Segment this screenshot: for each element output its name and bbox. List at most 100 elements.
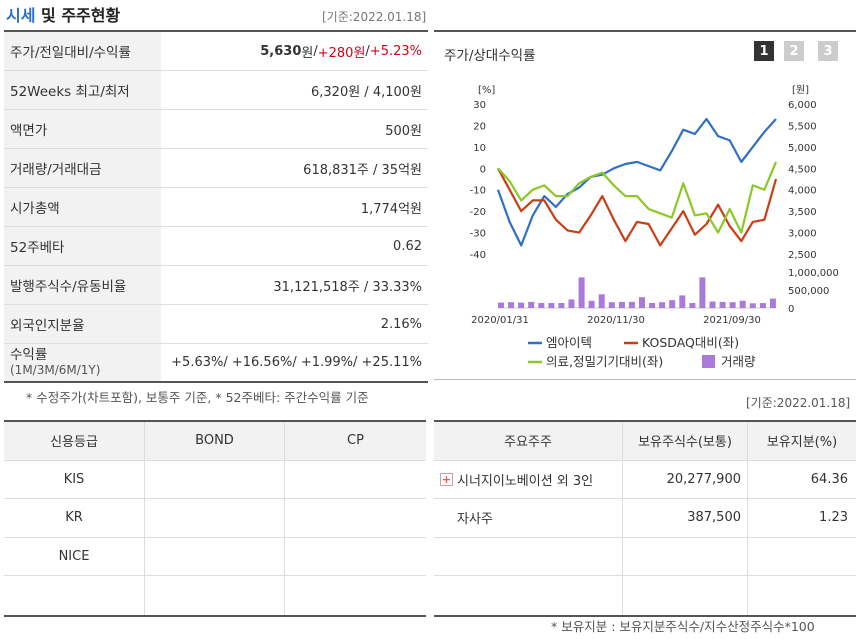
- chart-page-1-button[interactable]: 1: [754, 41, 774, 61]
- volume-bar: [508, 302, 515, 308]
- volume-bar: [729, 302, 736, 308]
- volume-bar: [558, 303, 565, 308]
- left-tick-label: 20: [473, 121, 486, 132]
- price-chart: [%] [원] 30 20 10 0 -10 -20 -30 -40 6,000 5,500 5,…: [470, 84, 839, 369]
- left-axis-unit: [%]: [478, 85, 495, 96]
- empty-cell: [434, 576, 623, 615]
- row-label: 외국인지분율: [4, 305, 161, 343]
- price-change-percent: +5.23%: [369, 43, 422, 59]
- volume-bar: [699, 277, 706, 308]
- right-axis-unit: [원]: [792, 84, 809, 96]
- reference-date: [기준:2022.01.18]: [322, 10, 427, 24]
- table-row: 외국인지분율 2.16%: [4, 305, 428, 344]
- credit-rating-table: 신용등급 BOND CP KIS KR NICE: [4, 420, 426, 617]
- shareholders-table: 주요주주 보유주식수(보통) 보유지분(%) + 시너지이노베이션 외 3인 20…: [434, 420, 856, 617]
- right-tick-label: 3,000: [788, 229, 817, 240]
- row-label: 거래량/거래대금: [4, 149, 161, 187]
- right-tick-label: 4,500: [788, 164, 817, 175]
- shareholder-name-cell: + 시너지이노베이션 외 3인: [434, 460, 623, 499]
- volume-bar: [639, 297, 645, 308]
- legend-swatch-volume: [702, 355, 715, 368]
- table-row: 거래량/거래대금 618,831주 / 35억원: [4, 149, 428, 188]
- table-row: [434, 576, 856, 615]
- column-header: 주요주주: [434, 422, 623, 460]
- empty-cell: [748, 576, 856, 615]
- table-row: 주가/전일대비/수익률 5,630 원 / +280원 / +5.23%: [4, 32, 428, 71]
- shareholder-reference-date: [기준:2022.01.18]: [746, 396, 851, 410]
- volume-bar: [649, 303, 656, 308]
- cp-cell: [285, 538, 426, 576]
- column-header: BOND: [145, 422, 285, 460]
- volume-bar: [628, 301, 635, 308]
- volume-bar: [548, 303, 555, 308]
- column-header: CP: [347, 433, 364, 449]
- x-tick-label: 2020/11/30: [587, 315, 645, 326]
- volume-bar: [618, 301, 625, 308]
- stake-cell: 64.36: [810, 471, 848, 487]
- bond-cell: [145, 576, 285, 615]
- right-tick-label: 5,000: [788, 143, 817, 154]
- chart-page-2-button[interactable]: 2: [784, 41, 804, 61]
- left-tick-label: 30: [473, 100, 486, 111]
- shareholder-note: * 보유지분 : 보유지분주식수/지수산정주식수*100: [551, 619, 815, 634]
- table-row: 자사주 387,500 1.23: [434, 499, 856, 538]
- right-tick-label: 3,500: [788, 207, 817, 218]
- shareholder-name-cell: 자사주: [434, 499, 623, 537]
- stake-cell: 1.23: [819, 510, 848, 526]
- volume-bar: [709, 301, 716, 308]
- agency-name: [4, 576, 145, 615]
- table-row: KR: [4, 499, 426, 538]
- price-unit: 원: [301, 45, 314, 61]
- empty-cell: [623, 576, 748, 615]
- legend-label-sector: 의료,정밀기기대비(좌): [546, 354, 663, 369]
- table-row: NICE: [4, 537, 426, 577]
- left-tick-label: -40: [470, 250, 486, 261]
- series-line-0: [496, 117, 777, 247]
- left-tick-label: 0: [480, 164, 486, 175]
- row-label: 52주베타: [4, 227, 161, 265]
- shareholder-name: 자사주: [457, 512, 493, 528]
- table-row: [4, 576, 426, 615]
- left-tick-label: -30: [470, 229, 486, 240]
- empty-cell: [748, 538, 856, 576]
- column-header: 신용등급: [4, 422, 145, 460]
- bond-cell: [145, 537, 285, 576]
- series-line-2: [497, 161, 778, 234]
- returns-sublabel: (1M/3M/6M/1Y): [10, 362, 101, 377]
- table-header-row: 신용등급 BOND CP: [4, 422, 426, 461]
- volume-bar: [528, 301, 535, 308]
- volume-bar: [739, 300, 746, 308]
- expand-plus-icon[interactable]: +: [440, 472, 453, 486]
- price-summary-table: 주가/전일대비/수익률 5,630 원 / +280원 / +5.23% 52We…: [4, 30, 428, 383]
- table-row: 발행주식수/유동비율 31,121,518주 / 33.33%: [4, 266, 428, 305]
- returns-value: +5.63%/ +16.56%/ +1.99%/ +25.11%: [171, 355, 422, 370]
- volume-bar: [608, 302, 615, 308]
- column-header: 보유주식수(보통): [623, 422, 748, 460]
- table-row: [434, 537, 856, 577]
- row-value: 500원: [385, 123, 422, 139]
- legend-label-volume: 거래량: [721, 354, 756, 369]
- volume-bar: [598, 294, 605, 308]
- row-value: 6,320원 / 4,100원: [311, 84, 422, 100]
- right-tick-label: 6,000: [788, 100, 817, 111]
- right-tick-label: 2,500: [788, 250, 817, 261]
- separator: /: [365, 43, 370, 59]
- table-header-row: 주요주주 보유주식수(보통) 보유지분(%): [434, 422, 856, 461]
- chart-panel: 주가/상대수익률 1 2 3 [%] [원] 30 20 10 0 -10 -20 -30 -…: [434, 30, 856, 380]
- volume-bar: [749, 303, 756, 308]
- column-header: 보유지분(%): [766, 435, 838, 451]
- right-tick-label: 4,000: [788, 186, 817, 197]
- shareholder-name: 시너지이노베이션 외 3인: [457, 473, 594, 489]
- price-note: * 수정주가(차트포함), 보통주 기준, * 52주베타: 주간수익률 기준: [26, 390, 369, 405]
- volume-bar: [498, 302, 504, 308]
- volume-bar: [578, 277, 585, 308]
- chart-page-3-button[interactable]: 3: [818, 41, 838, 61]
- cp-cell: [285, 576, 426, 615]
- row-label: 시가총액: [4, 188, 161, 226]
- empty-cell: [623, 537, 748, 576]
- bond-cell: [145, 499, 285, 537]
- row-label: 액면가: [4, 110, 161, 148]
- title-rest: 및 주주현황: [35, 6, 121, 25]
- title-highlight: 시세: [6, 6, 36, 25]
- agency-name: KIS: [4, 460, 145, 499]
